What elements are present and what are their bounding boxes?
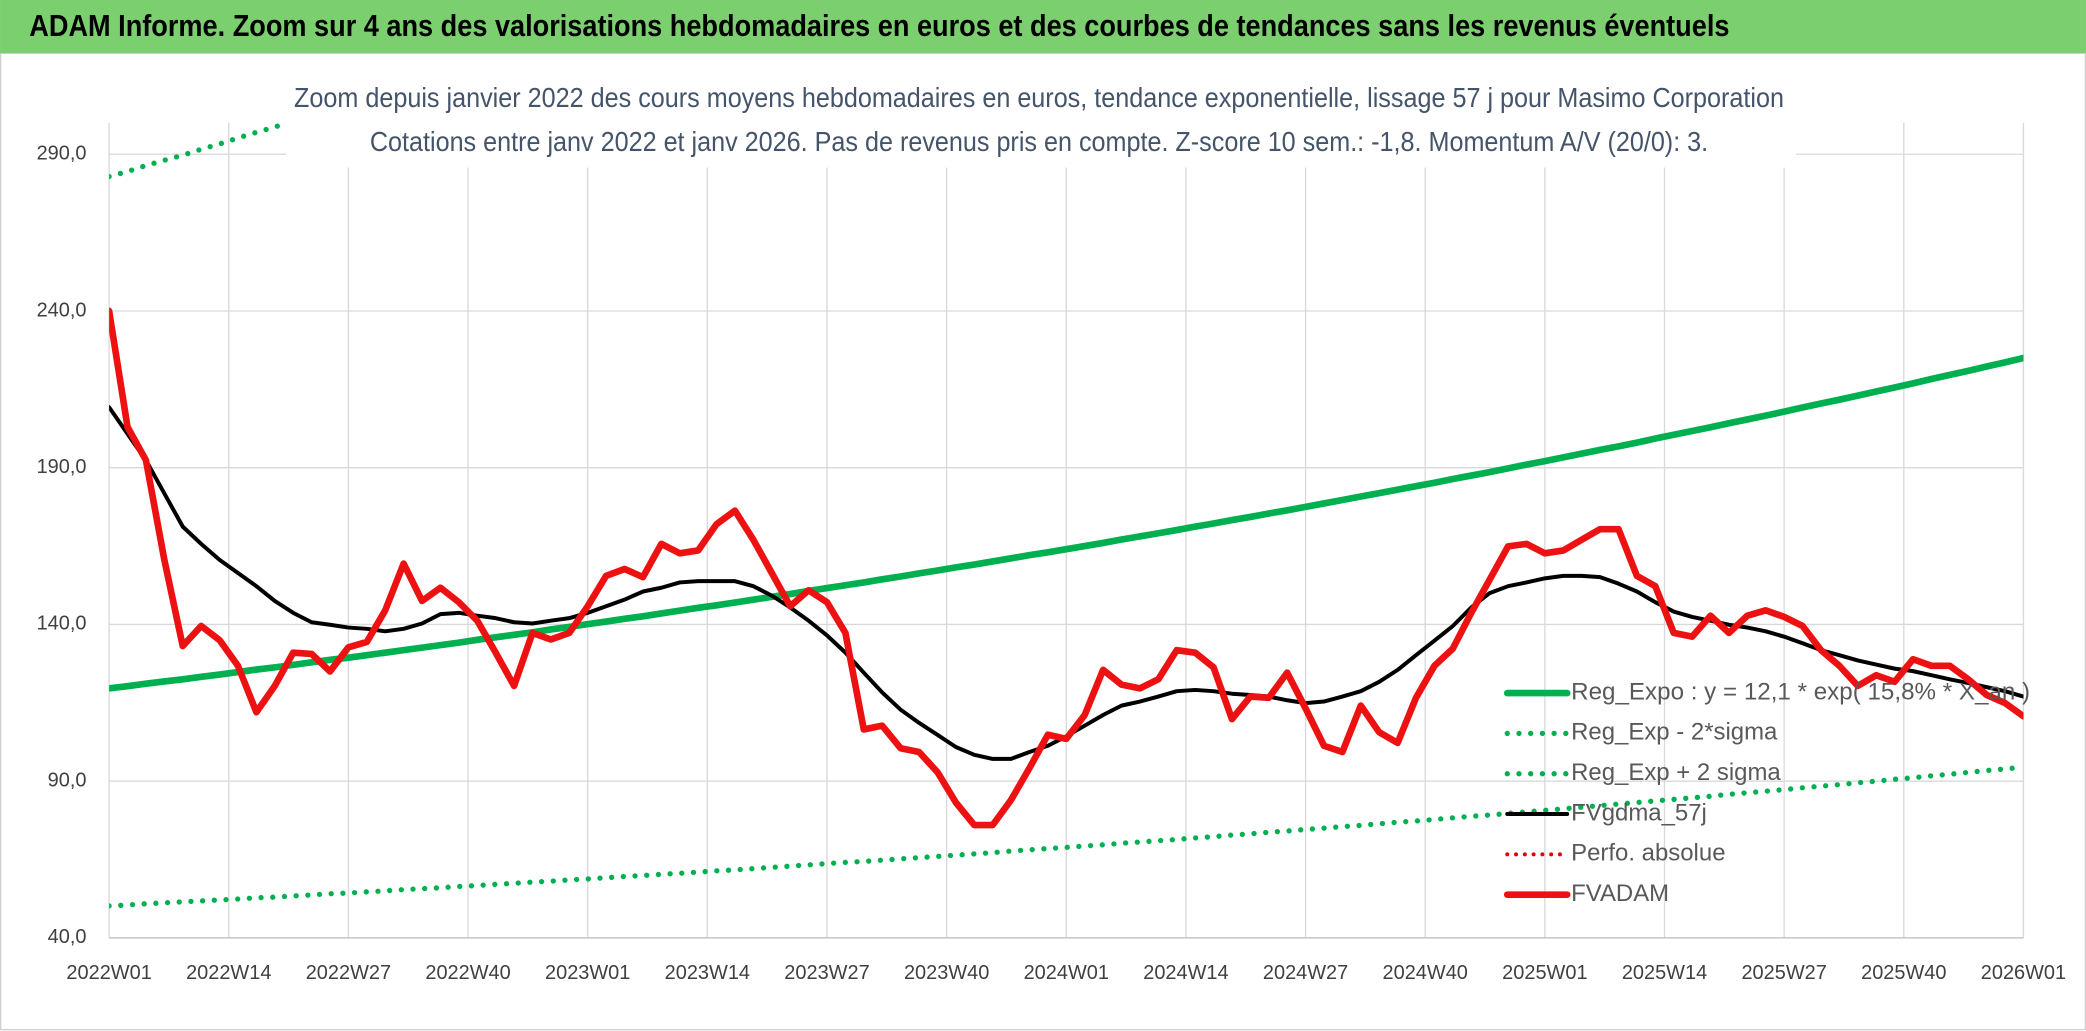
- y-tick-label: 240,0: [37, 299, 87, 321]
- x-tick-label: 2025W27: [1741, 962, 1826, 984]
- x-tick-label: 2024W40: [1383, 962, 1468, 984]
- y-tick-label: 190,0: [37, 456, 87, 478]
- series-line: [109, 307, 2024, 829]
- x-tick-label: 2023W01: [545, 962, 630, 984]
- chart-title: ADAM Informe. Zoom sur 4 ans des valoris…: [29, 9, 1729, 43]
- y-tick-label: 40,0: [48, 926, 87, 948]
- legend-label: Perfo. absolue: [1571, 840, 1725, 867]
- series-line: [109, 764, 2024, 909]
- x-tick-label: 2024W01: [1024, 962, 1109, 984]
- legend-label: Reg_Exp + 2 sigma: [1571, 759, 1781, 786]
- title-banner: [0, 0, 2086, 54]
- x-tick-label: 2024W27: [1263, 962, 1348, 984]
- x-tick-label: 2023W27: [784, 962, 869, 984]
- subtitle-box: [286, 77, 1796, 168]
- legend-label: Reg_Expo : y = 12,1 * exp( 15,8% * X_an …: [1571, 678, 2030, 705]
- x-tick-label: 2025W14: [1622, 962, 1707, 984]
- x-tick-label: 2026W01: [1981, 962, 2066, 984]
- x-tick-label: 2023W40: [904, 962, 989, 984]
- x-tick-label: 2023W14: [665, 962, 750, 984]
- subtitle: Zoom depuis janvier 2022 des cours moyen…: [294, 82, 1784, 113]
- series-line: [109, 354, 2024, 692]
- x-tick-label: 2022W01: [66, 962, 151, 984]
- x-tick-label: 2022W27: [306, 962, 391, 984]
- x-tick-label: 2025W40: [1861, 962, 1946, 984]
- y-tick-label: 90,0: [48, 769, 87, 791]
- chart-frame: [0, 52, 2086, 1031]
- legend-label: FVgdma_57j: [1571, 799, 1707, 826]
- legend-label: FVADAM: [1571, 880, 1669, 907]
- x-tick-label: 2022W40: [425, 962, 510, 984]
- y-tick-label: 290,0: [37, 143, 87, 165]
- x-tick-label: 2024W14: [1143, 962, 1228, 984]
- x-tick-label: 2022W14: [186, 962, 271, 984]
- y-tick-label: 140,0: [37, 613, 87, 635]
- subtitle: Cotations entre janv 2022 et janv 2026. …: [370, 126, 1708, 157]
- x-tick-label: 2025W01: [1502, 962, 1587, 984]
- legend-label: Reg_Exp - 2*sigma: [1571, 719, 1778, 746]
